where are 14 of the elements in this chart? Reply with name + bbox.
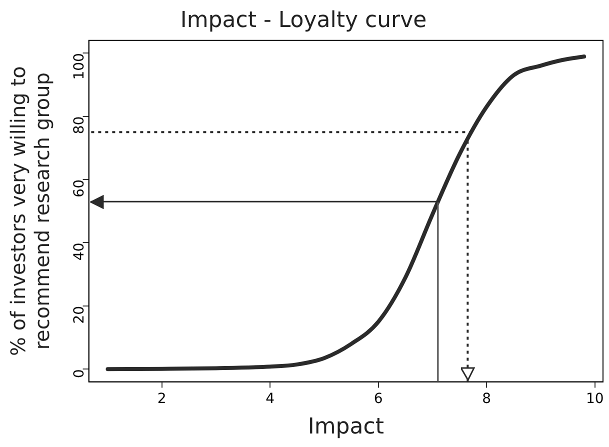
x-tick-label: 8 [482,390,492,407]
y-tick-label: 40 [71,242,88,261]
y-axis-title: % of investors very willing to recommend research group [6,66,54,356]
x-axis-title: Impact [308,414,384,440]
y-tick-label: 20 [71,306,88,324]
y-tick-label: 0 [71,369,88,378]
x-tick-label: 10 [586,390,604,407]
y-tick-label: 60 [71,179,88,198]
x-tick-label: 6 [374,390,383,407]
y-tick-label: 80 [71,116,88,134]
x-tick-label: 2 [157,390,166,407]
y-tick-label: 100 [71,53,88,80]
chart-title: Impact - Loyalty curve [180,8,427,33]
x-tick-label: 4 [266,390,275,407]
